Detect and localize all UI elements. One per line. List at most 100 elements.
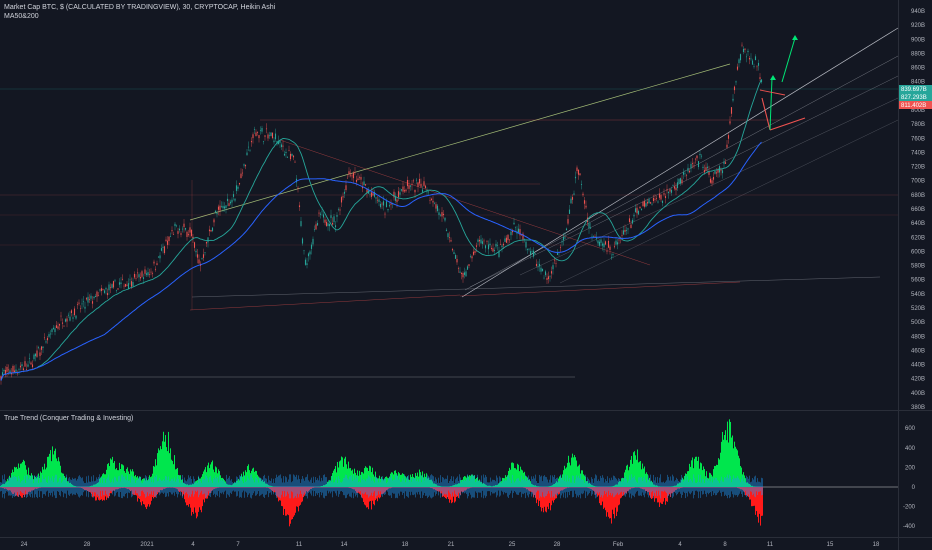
candle-body [688, 170, 691, 173]
candle-body [627, 228, 629, 230]
trend-line [761, 97, 771, 131]
histogram-bar-up [20, 463, 21, 487]
study-label[interactable]: MA50&200 [4, 13, 39, 20]
candle-body [540, 267, 542, 272]
histogram-bar-up [374, 476, 375, 487]
candle-body [609, 246, 611, 250]
histogram-bar-up [717, 464, 718, 487]
histogram-bar-up [643, 468, 644, 487]
histogram-bar-up [359, 470, 360, 487]
histogram-bar-up [692, 457, 693, 487]
price-tag[interactable]: 827.293B [899, 93, 932, 101]
candle-body [244, 165, 247, 167]
histogram-bar-up [716, 464, 717, 487]
histogram-bar-up [59, 461, 60, 487]
candle-body [249, 150, 251, 152]
candle-body [115, 290, 118, 292]
candle-body [507, 234, 509, 241]
candle-body [678, 179, 680, 184]
histogram-bar-up [714, 465, 715, 487]
price-axis-label: 680B [911, 193, 925, 199]
histogram-bar-up [142, 479, 143, 487]
candle-body [237, 186, 239, 189]
histogram-bar-up [210, 464, 211, 487]
histogram-bar-down [614, 487, 615, 519]
histogram-bar-up [60, 465, 61, 487]
histogram-bar-down [364, 487, 365, 505]
indicator-title[interactable]: True Trend (Conquer Trading & Investing) [4, 415, 134, 422]
candle-body [90, 295, 92, 299]
histogram-bar-up [696, 456, 697, 487]
candle-body [190, 230, 193, 237]
candle-body [207, 237, 209, 243]
histogram-bar-up [19, 467, 20, 487]
symbol-title[interactable]: Market Cap BTC, $ (CALCULATED BY TRADING… [4, 4, 276, 11]
histogram-bar-up [421, 475, 422, 487]
time-axis-label: 2021 [140, 542, 154, 548]
candle-body [196, 254, 199, 258]
histogram-bar-up [631, 455, 632, 487]
candle-body [669, 188, 671, 192]
candle-body [706, 166, 709, 168]
histogram-bar-up [167, 451, 168, 487]
candle-body [60, 315, 62, 317]
histogram-bar-up [371, 472, 372, 487]
price-tag[interactable]: 839.697B [899, 85, 932, 93]
candle-body [124, 284, 127, 287]
price-tag-bg [899, 85, 932, 93]
candle-body [159, 255, 161, 259]
candle-body [175, 225, 178, 227]
histogram-bar-down [761, 487, 762, 516]
candle-body [348, 171, 350, 175]
candle-body [262, 141, 265, 142]
histogram-bar-up [172, 460, 173, 487]
histogram-bar-down [603, 487, 604, 509]
candle-body [489, 243, 491, 246]
candle-body [31, 364, 34, 368]
histogram-bar-up [510, 469, 511, 487]
histogram-bar-down [604, 487, 605, 508]
price-tag[interactable]: 811.402B [899, 101, 932, 109]
candle-body [757, 62, 760, 66]
candle-body [21, 364, 23, 367]
histogram-bar-down [652, 487, 653, 499]
price-axis-label: 700B [911, 179, 925, 185]
histogram-bar-up [207, 465, 208, 487]
histogram-bar-down [293, 487, 294, 517]
trend-line [189, 63, 731, 221]
price-axis-label: 900B [911, 37, 925, 43]
candle-body [312, 238, 314, 245]
candle-body [265, 128, 268, 130]
histogram-bar-up [17, 468, 18, 487]
candle-body [432, 200, 434, 203]
candle-body [510, 231, 512, 236]
candle-body [582, 193, 584, 196]
candle-body [474, 251, 476, 253]
candle-body [660, 194, 662, 200]
candle-body [652, 197, 655, 202]
histogram-bar-up [342, 457, 343, 487]
candle-body [114, 280, 116, 282]
histogram-bar-up [579, 464, 580, 487]
candle-body [126, 284, 128, 286]
time-axis-label: 11 [767, 542, 774, 548]
candle-body [708, 171, 710, 175]
candle-body [538, 263, 541, 267]
histogram-bar-up [54, 450, 55, 487]
candle-body [285, 151, 287, 154]
candle-body [636, 207, 638, 214]
candle-body [58, 323, 61, 326]
candle-body [753, 66, 755, 68]
histogram-bar-down [620, 487, 621, 499]
histogram-bar-down [759, 487, 760, 514]
histogram-bar-up [40, 471, 41, 487]
histogram-bar-up [703, 466, 704, 487]
candle-body [738, 59, 740, 64]
candle-body [438, 212, 440, 216]
histogram-bar-down [665, 487, 666, 505]
price-axis-label: 440B [911, 363, 925, 369]
candle-body [240, 173, 242, 179]
candle-body [529, 251, 532, 255]
candle-body [118, 282, 121, 285]
